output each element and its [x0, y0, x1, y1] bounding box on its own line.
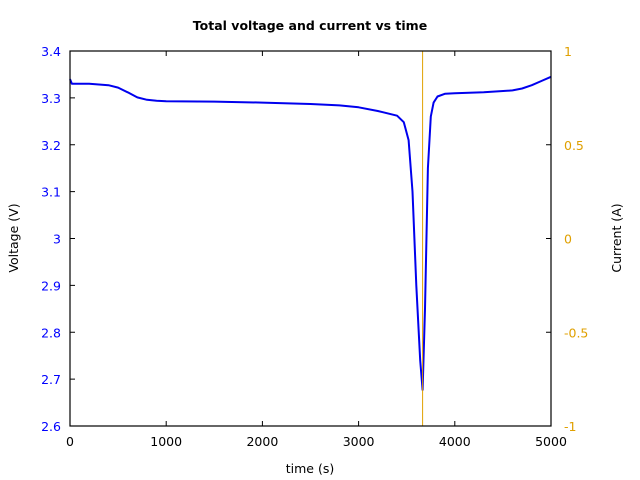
y2-tick-label: -1 — [564, 419, 576, 434]
x-axis-ticks: 0 1000 2000 3000 4000 5000 — [66, 51, 567, 449]
chart-title: Total voltage and current vs time — [193, 18, 427, 33]
y-tick-label: 3.4 — [41, 44, 61, 59]
y2-tick-label: -0.5 — [564, 325, 588, 340]
x-tick-label: 1000 — [150, 434, 182, 449]
x-tick-label: 4000 — [439, 434, 471, 449]
y-tick-label: 3.3 — [41, 91, 61, 106]
y-tick-label: 2.8 — [41, 325, 61, 340]
x-tick-label: 0 — [66, 434, 74, 449]
x-axis-label: time (s) — [286, 461, 334, 476]
x-tick-label: 5000 — [535, 434, 567, 449]
y-tick-label: 2.6 — [41, 419, 61, 434]
y-axis-left-ticks: 2.6 2.7 2.8 2.9 3 3.1 3.2 3.3 3.4 — [41, 44, 75, 434]
plot-area — [69, 50, 552, 427]
y-axis-right-ticks: -1 -0.5 0 0.5 1 — [546, 44, 588, 434]
x-tick-label: 3000 — [343, 434, 375, 449]
y-tick-label: 2.9 — [41, 278, 61, 293]
y-tick-label: 3.2 — [41, 138, 61, 153]
plot-frame — [69, 50, 552, 427]
x-tick-label: 2000 — [246, 434, 278, 449]
y2-tick-label: 1 — [564, 44, 572, 59]
y-tick-label: 3.1 — [41, 185, 61, 200]
y2-tick-label: 0 — [564, 232, 572, 247]
y-tick-label: 2.7 — [41, 372, 61, 387]
y-tick-label: 3 — [53, 232, 61, 247]
y-axis-left-label: Voltage (V) — [6, 203, 21, 272]
series-voltage-line — [69, 75, 552, 391]
y2-tick-label: 0.5 — [564, 138, 584, 153]
y-axis-right-label: Current (A) — [609, 203, 624, 272]
